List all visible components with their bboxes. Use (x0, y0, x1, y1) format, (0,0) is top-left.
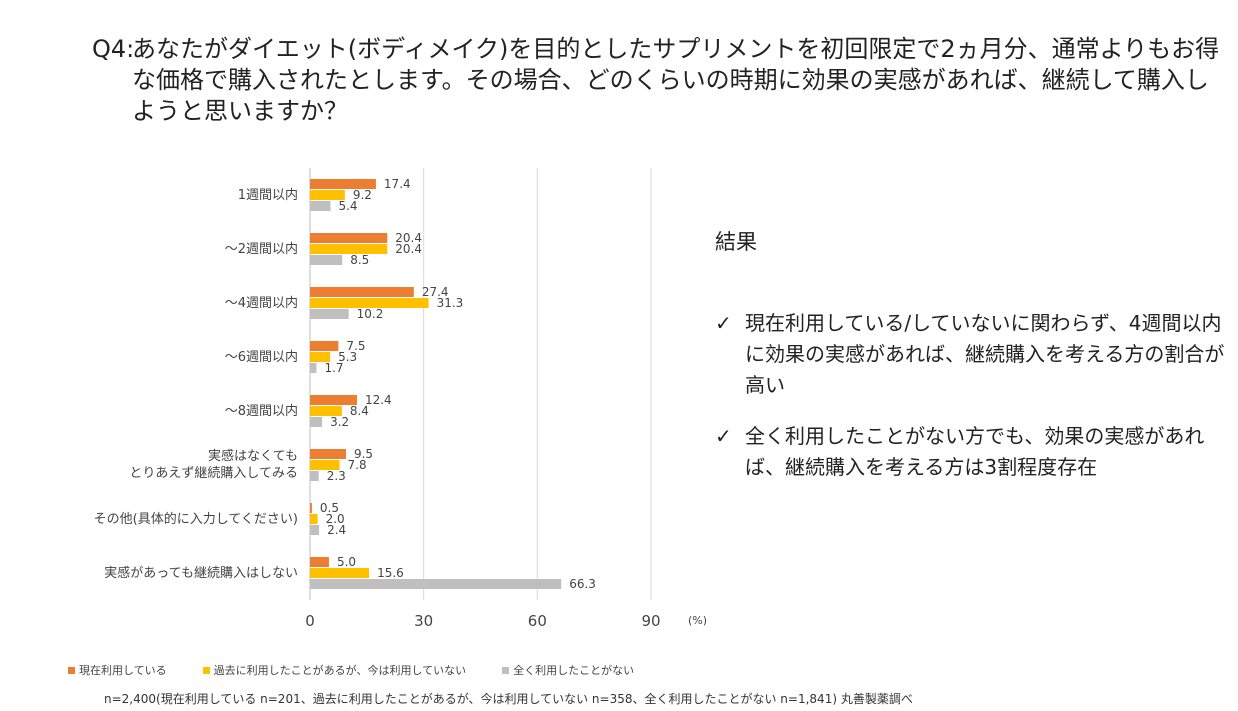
checkmark-icon: ✓ (715, 311, 732, 335)
data-label: 0.5 (320, 501, 339, 515)
bar (310, 417, 323, 427)
category-label: ～8週間以内 (224, 403, 298, 419)
category-label: その他(具体的に入力してください) (93, 511, 298, 527)
category-label: ～4週間以内 (224, 295, 298, 311)
data-label: 15.6 (377, 566, 404, 580)
category-label: 実感はなくても とりあえず継続購入してみる (129, 449, 298, 481)
data-label: 12.4 (365, 393, 392, 407)
legend-item-past: 過去に利用したことがあるが、今は利用していない (202, 662, 467, 678)
data-label: 9.5 (354, 447, 373, 461)
bar (310, 449, 346, 459)
bar (310, 471, 319, 481)
bar (310, 579, 562, 589)
question-text: あなたがダイエット(ボディメイク)を目的としたサプリメントを初回限定で2ヵ月分、… (132, 35, 1220, 125)
data-label: 20.4 (395, 242, 422, 256)
legend-label-past: 過去に利用したことがあるが、今は利用していない (213, 664, 467, 677)
data-label: 5.0 (337, 555, 356, 569)
data-label: 31.3 (437, 296, 464, 310)
bar (310, 460, 340, 470)
data-label: 17.4 (384, 177, 411, 191)
bar (310, 568, 370, 578)
bar-chart: 0 30 60 90 (%) 17.4 9.25.4 20.420.4 8.5 27.431.3 1… (305, 168, 707, 630)
data-label: 5.3 (338, 350, 357, 364)
data-label: 5.4 (338, 199, 357, 213)
category-label: 実感があっても継続購入はしない (104, 565, 298, 581)
data-label: 3.2 (330, 415, 349, 429)
data-label: 20.4 (395, 231, 422, 245)
bar (310, 309, 349, 319)
legend-swatch-current (68, 666, 75, 674)
bar (310, 179, 376, 189)
question-heading: Q4: あなたがダイエット(ボディメイク)を目的としたサプリメントを初回限定で2… (92, 34, 1222, 127)
bar (310, 287, 414, 297)
bar (310, 363, 317, 373)
x-tick-label: 0 (305, 612, 315, 630)
bar (310, 201, 331, 211)
data-label: 10.2 (357, 307, 384, 321)
bar (310, 298, 429, 308)
result-text-1: 現在利用している/していないに関わらず、4週間以内に効果の実感があれば、継続購入… (745, 311, 1225, 397)
chart-legend: 現在利用している 過去に利用したことがあるが、今は利用していない 全く利用したこ… (68, 662, 634, 678)
legend-swatch-never (502, 666, 510, 674)
bar (310, 190, 345, 200)
data-label: 2.3 (327, 469, 346, 483)
checkmark-icon: ✓ (715, 424, 732, 448)
data-label: 2.4 (327, 523, 346, 537)
x-tick-label: 30 (414, 612, 433, 630)
result-item-1: ✓ 現在利用している/していないに関わらず、4週間以内に効果の実感があれば、継続… (715, 308, 1235, 401)
bar (310, 352, 331, 362)
data-label: 2.0 (326, 512, 345, 526)
bar (310, 557, 329, 567)
data-label: 9.2 (353, 188, 372, 202)
legend-swatch-past (202, 666, 210, 674)
bar (310, 233, 388, 243)
bar (310, 503, 312, 513)
data-label: 7.8 (348, 458, 367, 472)
bar (310, 406, 342, 416)
x-tick-label: 60 (528, 612, 547, 630)
legend-label-current: 現在利用している (79, 664, 167, 677)
data-label: 1.7 (324, 361, 343, 375)
category-label: ～6週間以内 (224, 349, 298, 365)
sample-footnote: n=2,400(現在利用している n=201、過去に利用したことがあるが、今は利… (104, 692, 913, 706)
bar (310, 395, 357, 405)
data-label: 8.5 (350, 253, 369, 267)
legend-item-never: 全く利用したことがない (502, 662, 634, 678)
x-tick-label: 90 (641, 612, 660, 630)
result-text-2: 全く利用したことがない方でも、効果の実感があれば、継続購入を考える方は3割程度存… (745, 424, 1205, 479)
data-label: 7.5 (346, 339, 365, 353)
question-label: Q4: (92, 35, 135, 63)
results-panel: 結果 ✓ 現在利用している/していないに関わらず、4週間以内に効果の実感があれば… (715, 226, 1235, 503)
legend-label-never: 全く利用したことがない (513, 664, 635, 677)
legend-item-current: 現在利用している (68, 662, 167, 678)
data-label: 27.4 (422, 285, 449, 299)
bar (310, 514, 318, 524)
x-unit-label: (%) (688, 614, 707, 627)
category-label: ～2週間以内 (224, 241, 298, 257)
bar (310, 255, 343, 265)
category-label: 1週間以内 (237, 187, 298, 203)
results-title: 結果 (715, 230, 757, 254)
data-label: 66.3 (569, 577, 596, 591)
bar (310, 244, 388, 254)
bar (310, 341, 339, 351)
result-item-2: ✓ 全く利用したことがない方でも、効果の実感があれば、継続購入を考える方は3割程… (715, 421, 1235, 483)
bar (310, 525, 320, 535)
data-label: 8.4 (350, 404, 369, 418)
